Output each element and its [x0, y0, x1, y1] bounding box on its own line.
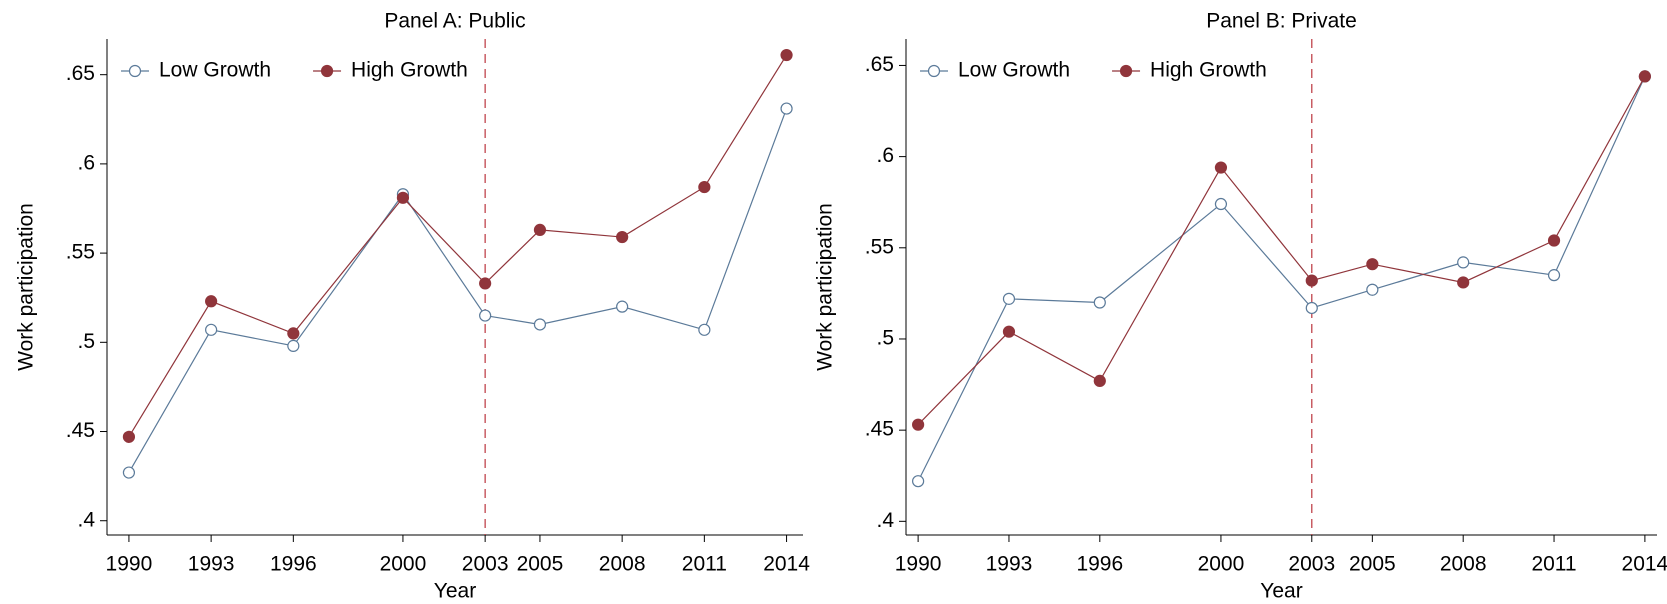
legend-item: Low Growth — [920, 59, 1070, 82]
y-tick-label: .6 — [77, 151, 95, 174]
x-tick-label: 2014 — [1622, 553, 1667, 576]
point — [1366, 283, 1379, 296]
legend-item: Low Growth — [121, 59, 271, 82]
series-line — [128, 108, 788, 473]
x-tick-label: 1996 — [270, 553, 317, 576]
point — [1547, 234, 1561, 247]
point — [912, 475, 925, 488]
x-tick-label: 1996 — [1076, 553, 1123, 576]
legend-label: Low Growth — [958, 59, 1070, 82]
chart-title: Panel A: Public — [384, 10, 525, 33]
x-tick-label: 2008 — [1440, 553, 1487, 576]
x-tick-label: 1993 — [188, 553, 235, 576]
x-tick-label: 2011 — [682, 553, 727, 576]
y-tick-label: .55 — [66, 241, 95, 264]
x-tick-label: 2005 — [517, 553, 564, 576]
point — [122, 466, 136, 479]
x-tick-label: 2003 — [1288, 553, 1335, 576]
x-tick-label: 2000 — [380, 553, 427, 576]
y-tick-label: .45 — [66, 419, 95, 442]
legend-marker — [128, 64, 142, 78]
y-axis-title: Work participation — [15, 203, 38, 371]
point — [912, 418, 925, 431]
x-tick-label: 2008 — [599, 553, 646, 576]
point — [205, 295, 218, 308]
y-tick-label: .55 — [865, 235, 894, 258]
point — [616, 300, 629, 313]
legend-item: High Growth — [313, 59, 468, 82]
point — [533, 223, 547, 237]
x-tick-label: 2011 — [1531, 553, 1576, 576]
point — [1305, 274, 1318, 287]
y-tick-label: .5 — [876, 327, 894, 350]
y-tick-label: .4 — [876, 509, 894, 532]
point — [616, 230, 629, 244]
y-tick-label: .45 — [865, 418, 894, 441]
x-tick-label: 1990 — [106, 553, 153, 576]
series-line — [128, 54, 788, 438]
point — [533, 318, 547, 331]
legend-label: High Growth — [351, 59, 468, 82]
x-tick-label: 2005 — [1349, 553, 1396, 576]
panel: Panel B: Private Year Work participation .4… — [814, 10, 1667, 603]
legend-label: Low Growth — [159, 59, 271, 82]
x-axis-title: Year — [1260, 580, 1302, 603]
legend-item: High Growth — [1112, 59, 1267, 82]
point — [1093, 374, 1106, 388]
y-tick-label: .6 — [876, 144, 894, 167]
point — [1214, 197, 1228, 211]
point — [1305, 301, 1318, 315]
chart-title: Panel B: Private — [1206, 10, 1357, 33]
point — [287, 327, 300, 340]
y-tick-label: .65 — [865, 53, 894, 76]
point — [1638, 70, 1651, 83]
x-tick-label: 2000 — [1198, 553, 1245, 576]
series-line — [917, 76, 1646, 426]
point — [479, 277, 492, 290]
x-tick-label: 2014 — [763, 553, 810, 576]
legend-marker — [1119, 64, 1133, 78]
point — [1457, 256, 1470, 269]
point — [479, 309, 492, 322]
x-axis-title: Year — [434, 580, 476, 603]
legend-label: High Growth — [1150, 59, 1267, 82]
y-axis-title: Work participation — [814, 203, 837, 371]
point — [1093, 296, 1106, 309]
series-line — [917, 76, 1646, 482]
point — [780, 48, 793, 62]
y-tick-label: .5 — [77, 330, 95, 353]
point — [1214, 161, 1228, 174]
x-tick-label: 1993 — [986, 553, 1033, 576]
point — [1366, 258, 1379, 271]
legend-marker — [320, 64, 334, 78]
point — [1457, 276, 1470, 289]
point — [1547, 269, 1561, 282]
panel: Panel A: Public Year Work participation .4.… — [15, 10, 811, 603]
point — [698, 323, 711, 336]
point — [698, 180, 711, 194]
point — [287, 339, 300, 352]
y-tick-label: .4 — [77, 508, 95, 531]
legend-marker — [927, 64, 941, 78]
x-tick-label: 1990 — [895, 553, 942, 576]
point — [205, 323, 218, 336]
point — [122, 430, 136, 443]
point — [1002, 325, 1016, 338]
y-tick-label: .65 — [66, 62, 95, 85]
point — [1002, 292, 1016, 305]
point — [780, 102, 793, 115]
x-tick-label: 2003 — [462, 553, 509, 576]
point — [396, 191, 410, 204]
